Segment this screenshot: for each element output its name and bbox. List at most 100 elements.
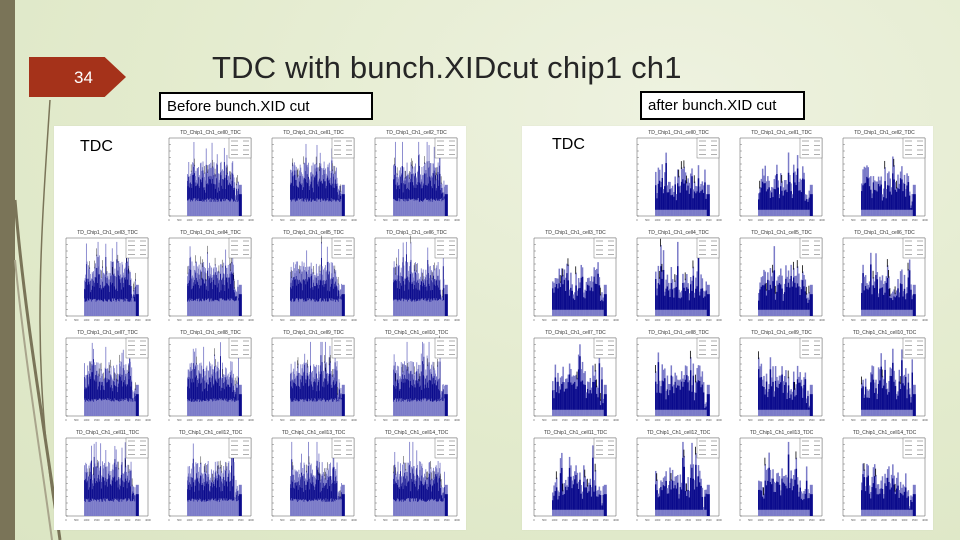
before-cut-panel: TDC TD_Chip1_Ch1_cell0_TDC 0 500 1000 1500 20… [54,126,466,530]
svg-text:0: 0 [739,518,741,522]
svg-text:2000: 2000 [572,318,578,322]
histogram-title: TD_Chip1_Ch1_cell13_TDC [749,430,814,436]
svg-text:1500: 1500 [562,318,568,322]
after-cut-panel: TDC TD_Chip1_Ch1_cell0_TDC 0 500 1000 1500 20… [522,126,933,530]
svg-text:0: 0 [636,218,638,222]
svg-text:4000: 4000 [819,318,825,322]
svg-text:2000: 2000 [572,418,578,422]
svg-text:3500: 3500 [135,318,141,322]
svg-text:3000: 3000 [593,318,599,322]
svg-text:1500: 1500 [562,518,568,522]
svg-text:2000: 2000 [778,418,784,422]
svg-text:4000: 4000 [248,318,254,322]
svg-text:2500: 2500 [423,218,429,222]
svg-text:1500: 1500 [768,518,774,522]
svg-text:2000: 2000 [675,218,681,222]
svg-text:1000: 1000 [655,218,661,222]
histogram-title: TD_Chip1_Ch1_cell11_TDC [76,430,139,436]
svg-text:4000: 4000 [351,518,357,522]
svg-text:3500: 3500 [706,318,712,322]
svg-text:4000: 4000 [819,518,825,522]
svg-text:2000: 2000 [310,318,316,322]
histogram-plot: TD_Chip1_Ch1_cell3_TDC 0 500 1000 1500 2000 25… [524,228,627,328]
svg-text:1000: 1000 [861,418,867,422]
histogram-plot: TD_Chip1_Ch1_cell4_TDC 0 500 1000 1500 2000 25… [627,228,730,328]
histogram-title: TD_Chip1_Ch1_cell9_TDC [751,330,812,336]
svg-text:0: 0 [842,218,844,222]
svg-text:500: 500 [748,518,753,522]
svg-text:2500: 2500 [114,318,120,322]
svg-text:3500: 3500 [603,418,609,422]
histogram-title: TD_Chip1_Ch1_cell3_TDC [545,230,606,236]
svg-text:500: 500 [645,518,650,522]
svg-text:4000: 4000 [819,418,825,422]
svg-text:3500: 3500 [706,418,712,422]
svg-text:2000: 2000 [207,418,213,422]
svg-text:0: 0 [65,418,67,422]
histogram-plot: TD_Chip1_Ch1_cell8_TDC 0 500 1000 1500 2000 25… [159,328,262,428]
svg-text:0: 0 [271,218,273,222]
svg-text:3500: 3500 [238,318,244,322]
svg-text:1000: 1000 [552,418,558,422]
svg-text:3000: 3000 [902,218,908,222]
histogram-plot: TD_Chip1_Ch1_cell12_TDC 0 500 1000 1500 2000 2… [627,428,730,528]
svg-text:2000: 2000 [675,418,681,422]
svg-text:500: 500 [645,318,650,322]
svg-text:2000: 2000 [413,418,419,422]
svg-text:500: 500 [383,318,388,322]
svg-text:0: 0 [636,418,638,422]
svg-text:2500: 2500 [217,418,223,422]
histogram-title: TD_Chip1_Ch1_cell14_TDC [852,430,917,436]
svg-text:0: 0 [842,418,844,422]
svg-text:1000: 1000 [393,318,399,322]
svg-text:3000: 3000 [125,518,131,522]
after-cut-label: after bunch.XID cut [640,91,805,120]
svg-text:1500: 1500 [403,318,409,322]
svg-text:500: 500 [280,518,285,522]
svg-text:500: 500 [748,318,753,322]
svg-text:3000: 3000 [228,518,234,522]
svg-text:1000: 1000 [290,318,296,322]
histogram-plot: TD_Chip1_Ch1_cell9_TDC 0 500 1000 1500 2000 25… [262,328,365,428]
histogram-plot: TD_Chip1_Ch1_cell14_TDC 0 500 1000 1500 2000 2… [833,428,936,528]
svg-text:0: 0 [65,318,67,322]
slide-number-badge: 34 [29,57,126,97]
histogram-title: TD_Chip1_Ch1_cell2_TDC [386,130,447,136]
svg-text:2000: 2000 [104,418,110,422]
svg-text:3000: 3000 [696,418,702,422]
svg-text:1000: 1000 [290,418,296,422]
histogram-title: TD_Chip1_Ch1_cell11_TDC [544,430,607,436]
svg-text:3500: 3500 [603,518,609,522]
svg-text:2500: 2500 [788,518,794,522]
svg-text:1000: 1000 [84,318,90,322]
sidebar-stripe [0,0,15,540]
svg-text:4000: 4000 [351,218,357,222]
svg-text:1500: 1500 [403,518,409,522]
svg-text:1000: 1000 [290,518,296,522]
svg-text:0: 0 [739,318,741,322]
svg-text:2500: 2500 [685,318,691,322]
svg-text:2500: 2500 [891,318,897,322]
svg-text:1500: 1500 [300,318,306,322]
svg-text:0: 0 [374,418,376,422]
svg-text:1500: 1500 [197,518,203,522]
histogram-title: TD_Chip1_Ch1_cell8_TDC [180,330,241,336]
svg-text:0: 0 [271,318,273,322]
svg-text:3500: 3500 [706,518,712,522]
svg-text:4000: 4000 [248,218,254,222]
svg-text:2500: 2500 [788,318,794,322]
svg-text:500: 500 [177,418,182,422]
svg-text:1000: 1000 [84,518,90,522]
slide-title: TDC with bunch.XIDcut chip1 ch1 [212,50,682,85]
svg-text:4000: 4000 [716,518,722,522]
svg-text:4000: 4000 [716,318,722,322]
histogram-title: TD_Chip1_Ch1_cell10_TDC [852,330,917,336]
svg-text:500: 500 [748,218,753,222]
svg-text:500: 500 [542,318,547,322]
before-cut-label: Before bunch.XID cut [159,92,373,120]
svg-text:4000: 4000 [613,318,619,322]
histogram-title: TD_Chip1_Ch1_cell12_TDC [178,430,243,436]
svg-text:3500: 3500 [135,418,141,422]
svg-text:1000: 1000 [187,218,193,222]
svg-text:2000: 2000 [675,518,681,522]
